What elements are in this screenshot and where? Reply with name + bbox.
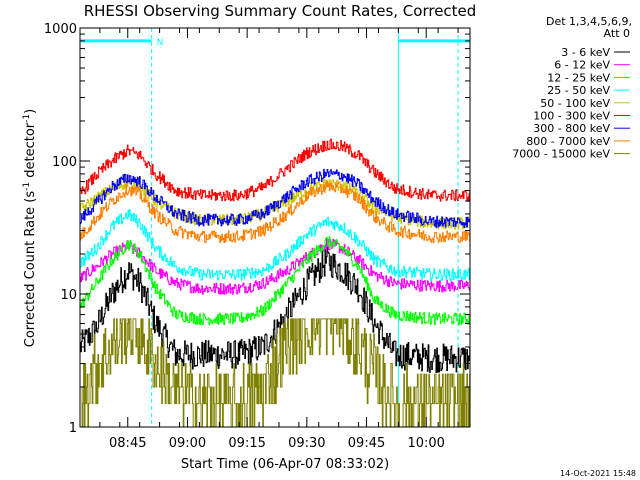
legend-header-line-2: Att 0	[604, 27, 630, 40]
y-tick-label-1: 10	[60, 288, 77, 303]
legend-label: 12 - 25 keV	[547, 71, 610, 84]
footer-timestamp: 14-Oct-2021 15:48	[560, 469, 636, 478]
plot-area: N 1 10 100 1000 08:45 09:00 09:15 09:30 09:45 10:0…	[44, 22, 471, 451]
legend-label: 6 - 12 keV	[554, 59, 610, 72]
x-tick-label-1: 09:00	[169, 436, 206, 451]
y-axis-label: Corrected Count Rate (s-1 detector-1)	[22, 109, 38, 347]
legend-entry-5: 100 - 300 keV	[533, 110, 630, 123]
legend-label: 800 - 7000 keV	[526, 135, 610, 148]
legend-entry-0: 3 - 6 keV	[561, 46, 630, 59]
x-tick-label-5: 10:00	[407, 436, 444, 451]
series-line-0	[80, 245, 471, 373]
legend-label: 7000 - 15000 keV	[512, 148, 610, 161]
legend-header-line-1: Det 1,3,4,5,6,9,	[546, 15, 632, 28]
legend-entry-3: 25 - 50 keV	[547, 84, 630, 97]
chart-title: RHESSI Observing Summary Count Rates, Co…	[84, 2, 477, 20]
legend-entry-8: 7000 - 15000 keV	[512, 148, 630, 161]
series-line-2	[80, 235, 471, 326]
legend-entry-2: 12 - 25 keV	[547, 71, 630, 84]
x-axis-label: Start Time (06-Apr-07 08:33:02)	[181, 457, 389, 472]
legend-entry-4: 50 - 100 keV	[540, 97, 630, 110]
y-tick-label-3: 1000	[44, 22, 77, 37]
series-line-5	[80, 138, 471, 202]
flag-marker: N	[157, 38, 164, 48]
series-line-7	[80, 180, 471, 244]
legend-entry-6: 300 - 800 keV	[533, 122, 630, 135]
legend-label: 300 - 800 keV	[533, 122, 610, 135]
legend-label: 3 - 6 keV	[561, 46, 610, 59]
x-tick-label-4: 09:45	[348, 436, 385, 451]
x-tick-label-3: 09:30	[288, 436, 325, 451]
series-line-6	[80, 168, 471, 229]
plot-frame	[79, 27, 471, 428]
legend-entry-7: 800 - 7000 keV	[526, 135, 630, 148]
y-tick-label-2: 100	[52, 155, 77, 170]
legend-label: 100 - 300 keV	[533, 110, 610, 123]
y-axis-label-superscript-1: -1	[22, 182, 32, 191]
series-line-1	[80, 238, 471, 295]
y-axis-label-superscript-2: -1	[22, 114, 32, 123]
legend-entry-1: 6 - 12 keV	[554, 59, 630, 72]
y-axis-label-main: Corrected Count Rate (s	[23, 191, 38, 348]
legend-label: 50 - 100 keV	[540, 97, 610, 110]
y-axis-label-end: )	[23, 109, 38, 114]
series-line-3	[80, 209, 471, 281]
series-line-8	[80, 318, 471, 428]
x-tick-label-0: 08:45	[109, 436, 146, 451]
y-tick-label-0: 1	[69, 421, 77, 436]
x-tick-label-2: 09:15	[228, 436, 265, 451]
y-axis-label-mid: detector	[23, 122, 38, 182]
legend-label: 25 - 50 keV	[547, 84, 610, 97]
